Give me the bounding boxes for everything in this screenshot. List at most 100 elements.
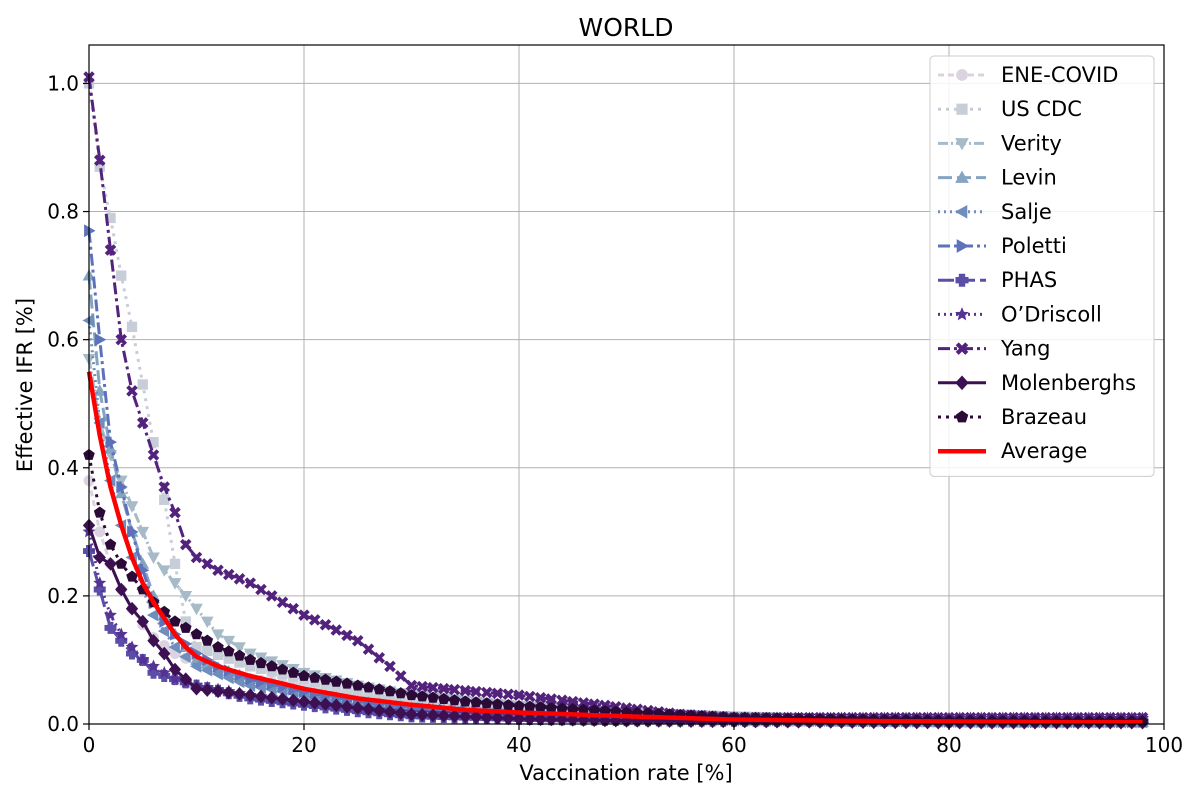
- data-point: [405, 707, 418, 722]
- x-tick-label: 100: [1145, 733, 1183, 757]
- data-point: [168, 672, 182, 685]
- data-point: [491, 687, 504, 700]
- data-point: [480, 686, 493, 699]
- legend-item: Brazeau: [938, 405, 1087, 429]
- data-point: [94, 526, 106, 538]
- data-point: [362, 702, 375, 717]
- data-point: [104, 538, 117, 550]
- legend-item: Levin: [938, 166, 1057, 190]
- data-point: [276, 692, 289, 706]
- data-point: [330, 675, 343, 687]
- data-point: [416, 690, 429, 702]
- data-point: [211, 667, 223, 681]
- data-point: [373, 683, 386, 695]
- legend-label: Salje: [1001, 200, 1052, 224]
- data-point: [114, 475, 128, 488]
- data-point: [190, 551, 203, 564]
- data-point: [955, 170, 969, 183]
- data-point: [513, 689, 525, 701]
- data-point: [545, 693, 558, 705]
- data-point: [523, 690, 536, 703]
- data-point: [125, 501, 139, 513]
- data-point: [233, 687, 246, 701]
- data-point: [955, 410, 969, 423]
- legend: ENE-COVID US CDC Verity Levin Salje Poletti PH…: [929, 55, 1155, 477]
- data-point: [297, 694, 311, 709]
- data-point: [448, 709, 461, 723]
- data-point: [556, 694, 568, 707]
- legend-label: Molenberghs: [1001, 371, 1136, 395]
- data-point: [158, 481, 171, 493]
- legend-item: Poletti: [938, 234, 1067, 258]
- legend-item: ENE-COVID: [938, 63, 1118, 87]
- data-point: [169, 615, 181, 627]
- data-point: [362, 643, 375, 656]
- data-point: [384, 685, 396, 697]
- legend-label: Poletti: [1001, 234, 1067, 258]
- legend-item: Molenberghs: [938, 371, 1136, 395]
- plot-frame: [88, 44, 1165, 725]
- legend-item: O’Driscoll: [938, 302, 1102, 326]
- data-point: [93, 506, 106, 518]
- data-point: [168, 578, 182, 590]
- data-point: [470, 685, 482, 698]
- data-point: [222, 685, 235, 700]
- data-point: [265, 690, 278, 705]
- data-point: [136, 417, 149, 429]
- data-point: [469, 710, 483, 724]
- data-point: [459, 709, 472, 724]
- data-point: [147, 552, 160, 564]
- data-point: [491, 698, 504, 710]
- data-point: [127, 525, 139, 539]
- legend-item: Verity: [938, 131, 1062, 155]
- data-point: [114, 627, 128, 640]
- data-point: [179, 650, 191, 664]
- data-point: [115, 582, 128, 597]
- data-point: [459, 684, 472, 697]
- data-point: [222, 671, 234, 685]
- data-point: [200, 663, 213, 677]
- data-point: [233, 573, 246, 585]
- data-point: [212, 640, 224, 653]
- data-point: [116, 270, 127, 281]
- data-point: [201, 634, 214, 646]
- data-point: [319, 697, 332, 711]
- data-point: [502, 699, 515, 711]
- data-point: [157, 624, 170, 638]
- chart-title: WORLD: [579, 13, 674, 42]
- data-point: [480, 697, 493, 709]
- y-tick-label: 0.6: [47, 328, 79, 352]
- data-point: [244, 653, 257, 665]
- data-point: [956, 239, 970, 253]
- series-phas: [83, 545, 1149, 728]
- data-point: [437, 692, 450, 704]
- legend-item: Yang: [938, 337, 1050, 361]
- data-point: [158, 646, 171, 661]
- data-point: [426, 708, 440, 723]
- legend-label: Yang: [1000, 337, 1050, 361]
- legend-item: PHAS: [938, 268, 1057, 292]
- legend-item: US CDC: [938, 97, 1082, 121]
- legend-label: ENE-COVID: [1001, 63, 1118, 87]
- data-point: [265, 590, 278, 602]
- data-point: [222, 568, 235, 581]
- data-point: [427, 681, 439, 694]
- data-point: [94, 333, 107, 347]
- data-point: [212, 564, 224, 577]
- data-point: [211, 684, 225, 699]
- data-point: [211, 629, 225, 641]
- data-point: [955, 273, 969, 287]
- data-point: [137, 379, 148, 390]
- data-point: [168, 662, 182, 677]
- data-point: [955, 307, 969, 321]
- data-point: [125, 640, 139, 653]
- data-point: [93, 154, 106, 167]
- data-point: [276, 596, 289, 609]
- x-tick-label: 60: [721, 733, 746, 757]
- data-point: [308, 696, 321, 710]
- data-point: [179, 621, 192, 633]
- data-point: [93, 550, 106, 565]
- data-point: [394, 706, 407, 720]
- data-point: [340, 699, 354, 714]
